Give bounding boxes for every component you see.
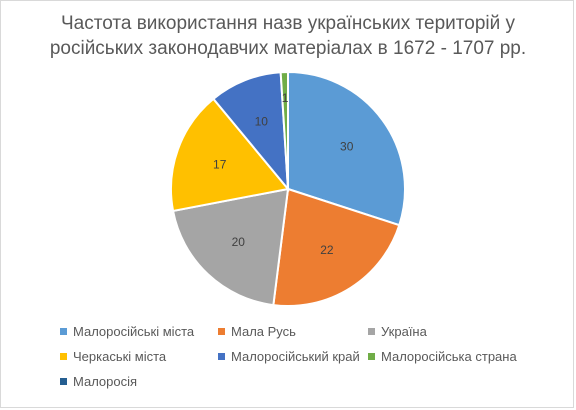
data-label-5: 10 [255,115,269,129]
pie-slice-5 [212,71,290,193]
legend-label-3: Україна [381,323,427,339]
legend-swatch-7 [60,377,67,385]
legend-label-2: Мала Русь [231,323,296,339]
legend-swatch-6 [368,352,375,360]
data-label-1: 30 [340,139,354,153]
pie-slice-1 [287,70,406,227]
pie-slice-2 [272,187,401,307]
pie-slice-3 [171,187,290,307]
legend-item-2: Мала Русь [218,323,296,339]
legend-swatch-3 [368,327,375,335]
legend-item-4: Черкаські міста [60,348,166,364]
legend-swatch-2 [218,327,225,335]
legend-item-3: Україна [368,323,427,339]
legend-item-1: Малоросійські міста [60,323,194,339]
data-label-4: 17 [213,157,227,171]
data-label-2: 22 [320,243,334,257]
legend-label-1: Малоросійські міста [73,323,195,339]
legend-swatch-4 [60,352,67,360]
legend-item-7: Малоросія [60,373,137,389]
legend-label-4: Черкаські міста [73,348,167,364]
legend-swatch-1 [60,327,67,335]
pie-slice-4 [170,97,290,213]
pie-slice-6 [279,70,289,190]
legend-label-5: Малоросійський край [231,348,360,364]
data-label-3: 20 [232,235,246,249]
chart-title-line-2: російських законодавчих матеріалах в 167… [49,38,527,59]
chart-title-line-1: Частота використання назв українських те… [60,13,515,34]
data-label-6: 1 [282,91,289,105]
chart-title: Частота використання назв українських те… [0,11,576,61]
legend-swatch-5 [218,352,225,360]
legend-item-6: Малоросійська страна [368,348,517,364]
legend-label-6: Малоросійська страна [381,348,517,364]
legend-label-7: Малоросія [73,373,138,389]
legend-item-5: Малоросійський край [218,348,360,364]
